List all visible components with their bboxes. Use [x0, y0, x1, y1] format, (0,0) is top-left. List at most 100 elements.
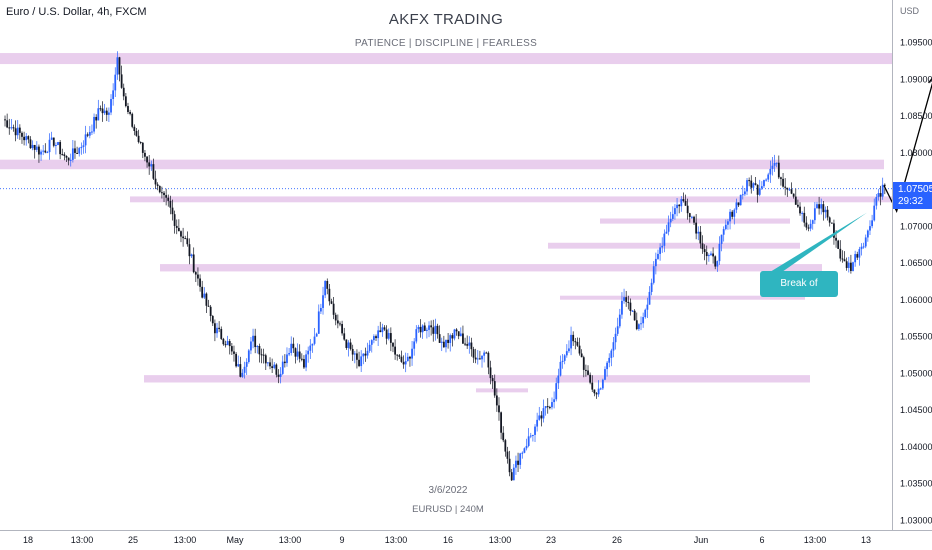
candle	[631, 310, 634, 312]
candle	[169, 195, 172, 215]
candle	[500, 411, 502, 440]
candle	[860, 243, 863, 256]
candle	[161, 186, 163, 199]
candle	[283, 354, 286, 368]
callout-pointer	[770, 212, 867, 272]
candle	[744, 188, 746, 197]
candle	[415, 325, 418, 344]
candle	[498, 397, 500, 421]
candle	[780, 176, 782, 186]
candle	[445, 339, 447, 353]
candle	[523, 447, 526, 454]
brand-tagline: PATIENCE | DISCIPLINE | FEARLESS	[354, 38, 538, 49]
candle	[154, 170, 157, 190]
candle	[74, 140, 76, 159]
candle	[105, 107, 108, 122]
projection-arrow[interactable]	[883, 75, 932, 213]
candle	[453, 328, 456, 341]
candle	[676, 197, 678, 217]
candle	[782, 172, 784, 188]
candle	[459, 327, 462, 337]
candle	[485, 351, 488, 354]
price-tick-label: 1.09000	[900, 74, 932, 84]
candle	[661, 237, 664, 253]
candle	[131, 112, 134, 129]
candle	[148, 155, 151, 175]
candle	[428, 321, 430, 338]
candle	[841, 250, 844, 263]
candle	[589, 372, 592, 385]
time-tick-label: 25	[128, 535, 138, 545]
candle	[175, 219, 178, 235]
candle	[307, 346, 310, 363]
time-tick-label: 13:00	[279, 535, 302, 545]
candle	[599, 387, 602, 391]
candle	[31, 140, 34, 151]
break-of-structure-callout[interactable]: Break of structure	[760, 271, 838, 315]
candle	[701, 235, 704, 254]
candle	[436, 323, 439, 339]
projection-arrowhead	[928, 77, 932, 84]
candle	[869, 220, 871, 235]
candle	[504, 438, 507, 457]
zone-band[interactable]	[0, 159, 884, 170]
candle	[245, 358, 248, 375]
candle	[392, 342, 394, 353]
candle	[404, 352, 407, 373]
candle	[260, 348, 263, 364]
price-tick-label: 1.03000	[900, 516, 932, 526]
candle	[110, 94, 112, 116]
candle	[633, 309, 636, 321]
candle	[542, 399, 545, 423]
candle	[597, 380, 600, 397]
candle	[14, 120, 17, 142]
candle	[194, 271, 197, 283]
candle	[328, 284, 331, 306]
candle	[29, 136, 32, 149]
candle	[875, 194, 878, 210]
zone-band[interactable]	[160, 264, 822, 272]
candle	[678, 204, 681, 214]
time-tick-label: 13:00	[489, 535, 512, 545]
candle	[805, 216, 808, 231]
candle	[230, 342, 233, 355]
candle	[629, 298, 632, 316]
candle	[84, 125, 87, 154]
candle	[510, 468, 513, 482]
zone-band[interactable]	[476, 388, 528, 393]
candle	[116, 51, 119, 80]
zone-band[interactable]	[548, 242, 800, 249]
candle	[724, 219, 727, 231]
zone-band[interactable]	[144, 375, 810, 383]
candle	[695, 213, 698, 240]
candle	[264, 353, 267, 371]
candle	[252, 328, 254, 349]
candle	[818, 196, 820, 215]
candle	[710, 251, 712, 257]
candle	[332, 296, 335, 320]
candle	[591, 375, 594, 393]
candle	[792, 193, 795, 199]
arrow-layer	[770, 75, 932, 272]
candle	[794, 188, 797, 205]
candle	[737, 202, 740, 207]
zone-band[interactable]	[130, 196, 892, 203]
zone-band[interactable]	[0, 53, 892, 65]
candle	[765, 178, 767, 182]
candle	[828, 216, 831, 227]
zone-band[interactable]	[600, 218, 790, 224]
candle	[12, 124, 15, 132]
time-tick-label: 16	[443, 535, 453, 545]
candle	[731, 210, 734, 220]
candle	[216, 322, 218, 338]
candle	[409, 355, 411, 367]
candle	[173, 210, 176, 234]
zone-band[interactable]	[560, 295, 805, 300]
candle	[663, 229, 666, 253]
candle	[551, 397, 553, 410]
candle	[141, 141, 144, 159]
candle	[612, 337, 615, 358]
candle	[150, 160, 153, 171]
